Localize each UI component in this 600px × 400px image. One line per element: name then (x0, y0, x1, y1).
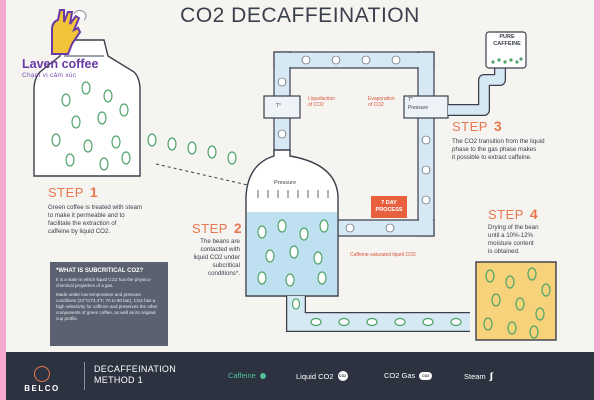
pure-caffeine-label: PURE CAFFEINE (493, 34, 521, 47)
conveyor-beans (291, 298, 462, 327)
steam-icon: ∫∫∫ (489, 371, 494, 381)
footer-brand: BELCO (22, 366, 62, 393)
infographic-canvas: CO2 DECAFFEINATION Laven coffee Chạm vị … (6, 0, 594, 400)
pressure-vessel-label: Pressure (274, 180, 297, 186)
note-paragraph-2: Made under low temperature and pressure … (56, 292, 158, 321)
step-2-label: STEP 2 (192, 220, 243, 236)
drum-beans (483, 267, 551, 339)
bag-beans (51, 81, 131, 171)
step-4-text: Drying of the bean until a 10%-12% moistur… (488, 224, 539, 255)
logo-hand-icon (51, 9, 87, 55)
step-1-text: Green coffee is treated with steam to mak… (48, 204, 143, 235)
evaporation-label: Evaporation of CO2 (368, 96, 395, 108)
note-title: *WHAT IS SUBCRITICAL CO2? (56, 268, 144, 274)
legend-liquid-co2: Liquid CO2 CO2 (296, 371, 348, 381)
step-3-text: The CO2 transition from the liquid phase … (452, 138, 545, 161)
note-paragraph-1: It is a state in which liquid CO2 has th… (56, 277, 152, 288)
conveyor-pipe-fill (287, 296, 470, 331)
jar-caffeine-dots (491, 57, 523, 64)
legend-steam: Steam ∫∫∫ (464, 371, 494, 381)
step-2-text: The beans are contacted with liquid CO2 un… (193, 238, 240, 277)
temp-left-label: T° (276, 103, 282, 109)
co2-gas-icon: CO2 (419, 371, 433, 380)
co2-bubbles (277, 55, 431, 233)
caffeine-pipe-outline (448, 68, 506, 116)
vessel-pressure-arrows (257, 190, 329, 198)
legend-co2-gas: CO2 Gas CO2 (384, 371, 433, 380)
process-diagram (33, 31, 557, 341)
page-title: CO2 DECAFFEINATION (180, 4, 420, 27)
footer-method: DECAFFEINATION METHOD 1 (94, 364, 177, 385)
pipe-bottom-fill (315, 221, 433, 235)
pressure-right-label: Pressure (408, 105, 429, 111)
pipe-top-fill (275, 53, 433, 67)
brand-logo-icon (34, 366, 50, 382)
caffeine-dot-icon (259, 372, 266, 379)
subcritical-note: *WHAT IS SUBCRITICAL CO2? It is a state … (50, 262, 168, 346)
falling-beans (147, 133, 237, 165)
liquid-co2-icon: CO2 (337, 371, 348, 381)
dashed-arrow (155, 163, 253, 187)
temp-right-label: T° (408, 97, 414, 103)
caffeine-pipe-fill (448, 68, 505, 115)
logo-name: Laven coffee (22, 57, 99, 71)
vessel-beans (257, 219, 329, 287)
footer-divider (84, 362, 85, 390)
legend-caffeine: Caffeine (228, 371, 266, 380)
seven-day-badge: 7 DAY PROCESS (371, 196, 407, 218)
liquefaction-valve (263, 95, 301, 119)
step-4-label: STEP 4 (488, 206, 539, 222)
logo-tagline: Chạm vị cảm xúc (22, 72, 77, 79)
liquefaction-label: Liquefaction of CO2 (308, 96, 335, 108)
footer-bar: BELCO DECAFFEINATION METHOD 1 Caffeine Li… (6, 352, 594, 400)
step-1-label: STEP 1 (48, 184, 99, 200)
caffeine-saturated-label: Caffeine-saturated liquid CO2 (350, 252, 416, 258)
step-3-label: STEP 3 (452, 118, 503, 134)
